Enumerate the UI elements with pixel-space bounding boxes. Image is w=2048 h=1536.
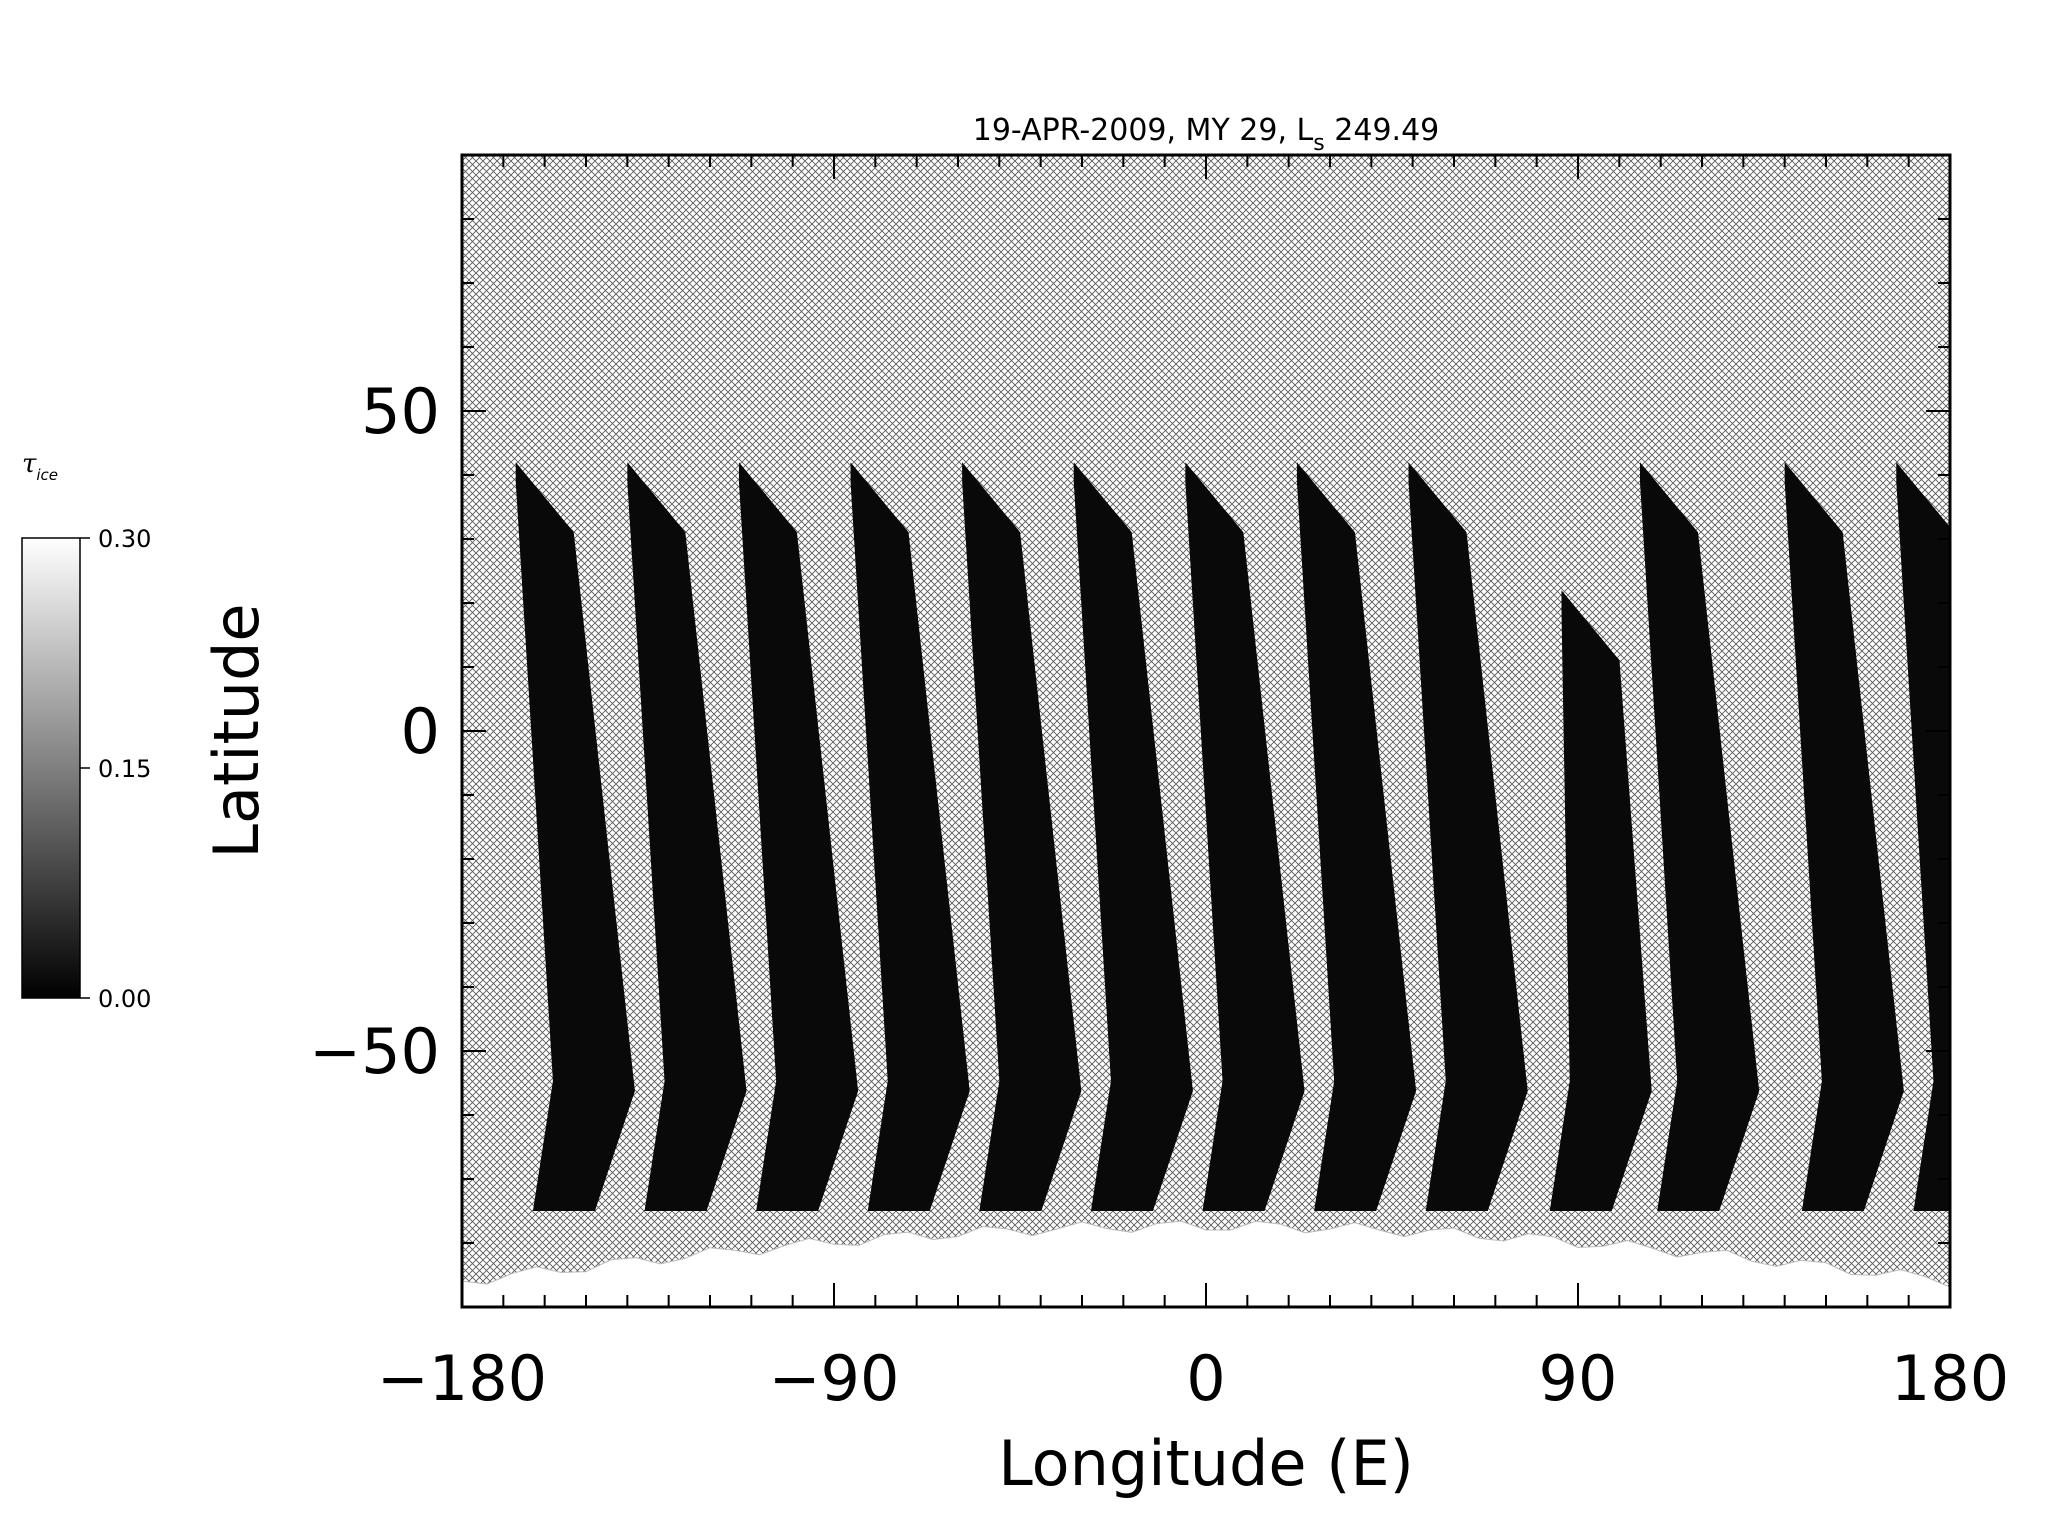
colorbar-title: τice xyxy=(22,449,58,484)
colorbar-ticks: 0.00 0.15 0.30 xyxy=(80,525,151,1013)
colorbar: τice 0.00 0.15 0.30 xyxy=(21,449,151,1013)
ticks-layer xyxy=(461,154,1951,1308)
x-tick-label: 0 xyxy=(1186,1342,1225,1415)
swath-4 xyxy=(962,462,1082,1211)
swath-9 xyxy=(1549,590,1652,1211)
colorbar-tick-label: 0.00 xyxy=(98,985,151,1013)
swath-7 xyxy=(1296,462,1417,1211)
swath-0 xyxy=(515,462,635,1211)
swath-2 xyxy=(738,462,859,1211)
swath-3 xyxy=(850,462,970,1211)
x-tick-label: 180 xyxy=(1891,1342,2009,1415)
y-tick-labels: −50 0 50 xyxy=(309,375,440,1088)
x-axis-title: Longitude (E) xyxy=(998,1427,1414,1500)
x-tick-label: −90 xyxy=(769,1342,900,1415)
swath-6 xyxy=(1185,462,1305,1211)
swath-12 xyxy=(1896,462,1950,1211)
y-tick-label: 50 xyxy=(361,375,440,448)
x-tick-label: −180 xyxy=(377,1342,547,1415)
plot-area xyxy=(462,155,1950,1307)
colorbar-tick-label: 0.15 xyxy=(98,755,151,783)
colorbar-gradient xyxy=(21,537,81,999)
swath-8 xyxy=(1408,462,1528,1211)
swath-layer xyxy=(515,462,1950,1211)
colorbar-tick-label: 0.30 xyxy=(98,525,151,553)
swath-1 xyxy=(627,462,747,1211)
x-tick-labels: −180 −90 0 90 180 xyxy=(377,1342,2009,1415)
plot-title: 19-APR-2009, MY 29, Ls 249.49 xyxy=(973,113,1440,156)
swath-10 xyxy=(1640,462,1760,1211)
y-axis-title: Latitude xyxy=(200,603,273,858)
x-tick-label: 90 xyxy=(1539,1342,1618,1415)
swath-5 xyxy=(1073,462,1193,1211)
y-tick-label: −50 xyxy=(309,1015,440,1088)
y-tick-label: 0 xyxy=(401,695,440,768)
swath-11 xyxy=(1784,462,1904,1211)
